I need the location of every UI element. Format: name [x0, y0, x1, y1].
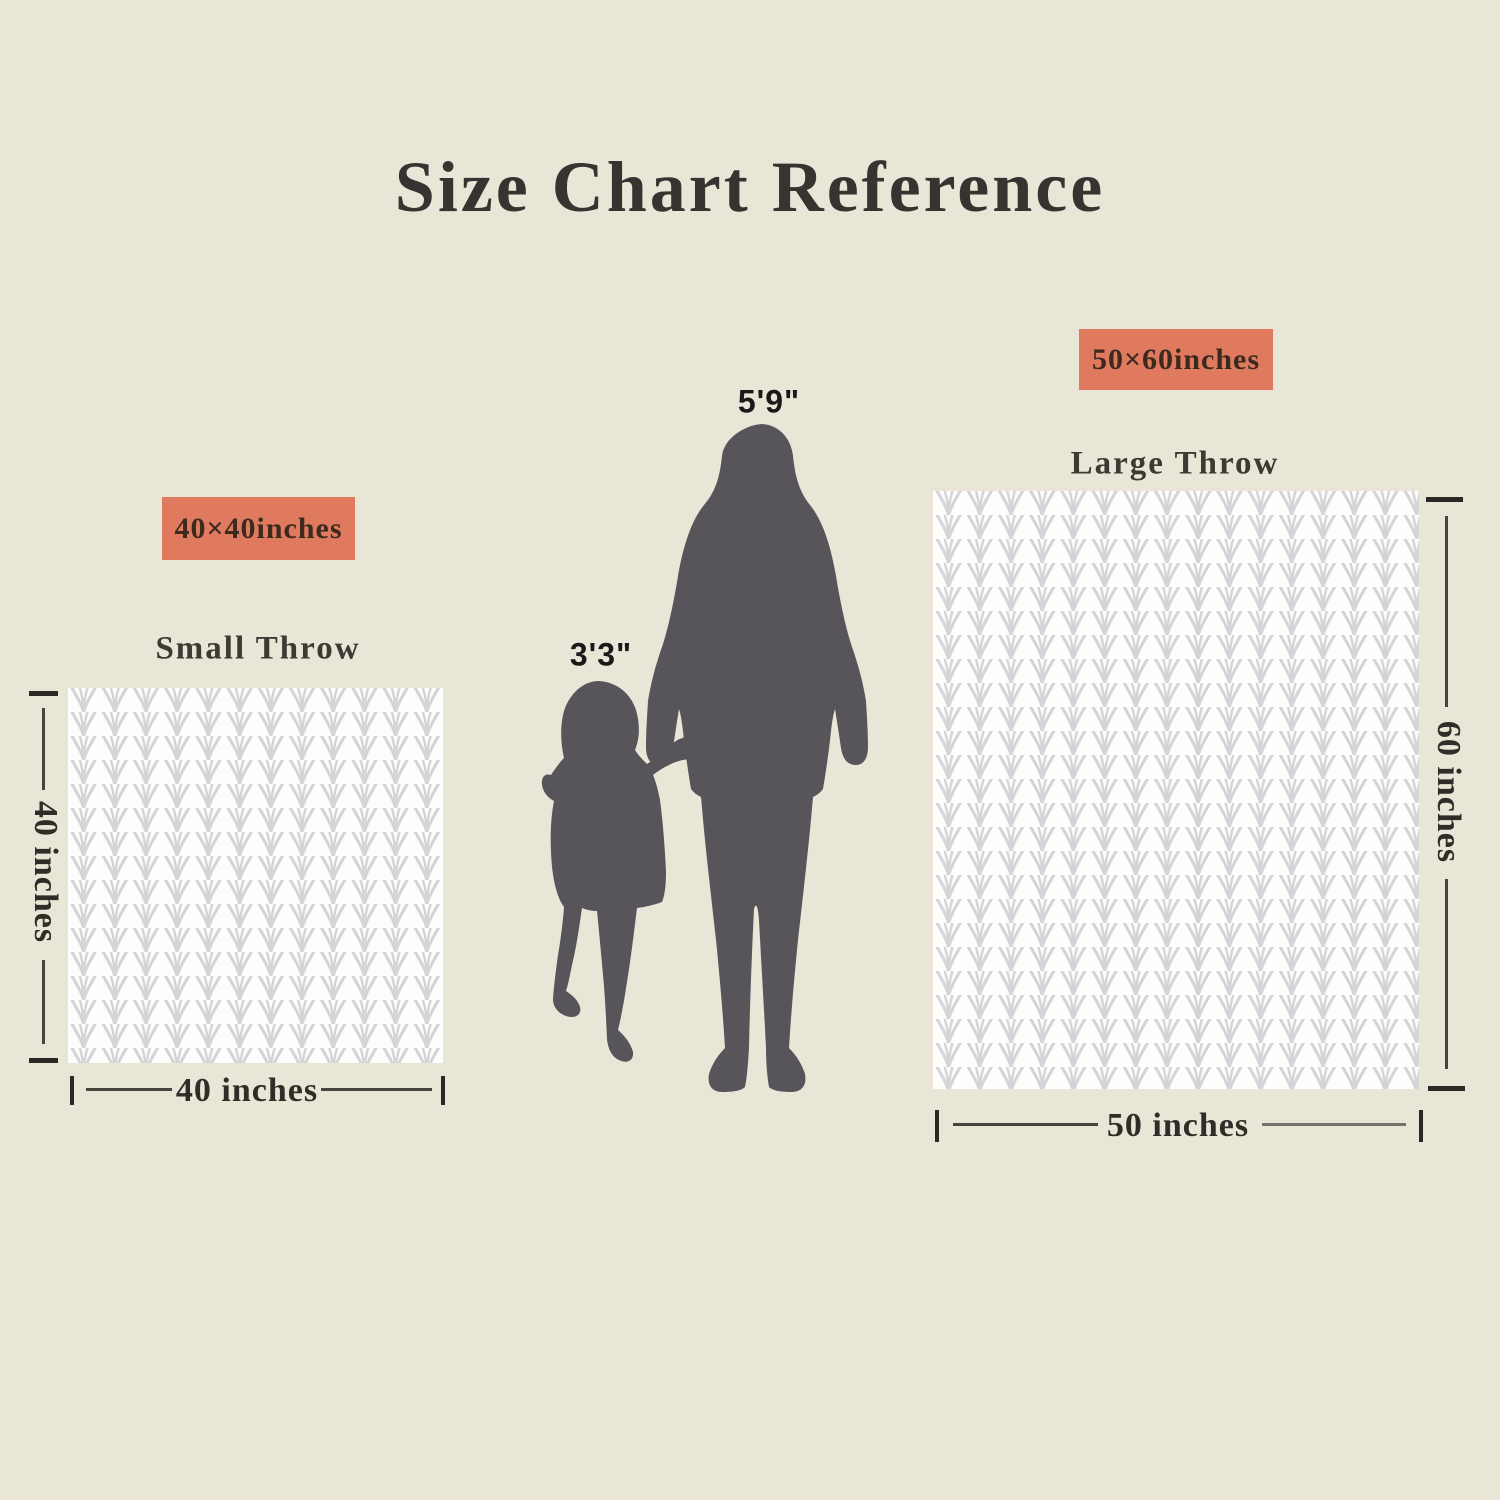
small-throw-height-value: 40 inches — [27, 800, 64, 944]
small-throw-width-value: 40 inches — [175, 1072, 319, 1109]
small-throw-label: Small Throw — [155, 630, 361, 667]
dimension-line — [321, 1088, 432, 1091]
large-throw-width-value: 50 inches — [1106, 1107, 1250, 1144]
dimension-cap — [29, 1058, 58, 1063]
dimension-line — [953, 1123, 1098, 1126]
dimension-line — [42, 960, 45, 1044]
dimension-line — [86, 1088, 172, 1091]
dimension-line — [1262, 1123, 1406, 1126]
child-silhouette — [541, 681, 698, 1062]
large-throw-height-value: 60 inches — [1430, 720, 1467, 864]
knit-texture — [68, 688, 443, 1063]
large-blanket-swatch — [933, 491, 1419, 1089]
dimension-cap — [935, 1110, 939, 1142]
child-height-label: 3'3" — [569, 636, 633, 673]
adult-silhouette — [646, 424, 868, 1092]
dimension-cap — [1428, 1086, 1465, 1091]
dimension-line — [1445, 516, 1448, 707]
dimension-cap — [1426, 497, 1463, 502]
adult-height-label: 5'9" — [737, 383, 801, 420]
dimension-cap — [1419, 1110, 1423, 1142]
adult-child-silhouette — [541, 424, 868, 1092]
page-title: Size Chart Reference — [394, 147, 1106, 227]
large-size-badge: 50×60inches — [1079, 329, 1273, 390]
dimension-cap — [29, 691, 58, 696]
knit-texture — [933, 491, 1419, 1089]
small-blanket-swatch — [68, 688, 443, 1063]
dimension-line — [1445, 879, 1448, 1069]
small-size-badge: 40×40inches — [162, 497, 355, 560]
dimension-line — [42, 708, 45, 790]
large-throw-label: Large Throw — [1070, 445, 1280, 482]
dimension-cap — [441, 1076, 445, 1105]
dimension-cap — [70, 1076, 74, 1105]
